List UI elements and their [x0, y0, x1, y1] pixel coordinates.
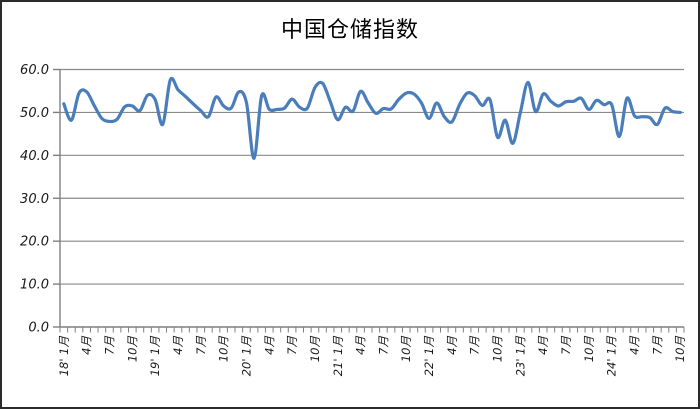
- x-tick-label: 18' 1月: [57, 336, 71, 377]
- y-tick-label: 50.0: [20, 106, 49, 121]
- x-tick-label: 10月: [673, 336, 687, 363]
- x-tick-label: 4月: [262, 336, 276, 355]
- x-tick-label: 7月: [376, 336, 390, 355]
- y-tick-label: 10.0: [20, 278, 49, 293]
- x-tick-label: 7月: [102, 336, 116, 355]
- x-tick-label: 20' 1月: [239, 336, 253, 377]
- x-tick-label: 4月: [80, 336, 94, 355]
- x-tick-label: 4月: [445, 336, 459, 355]
- x-tick-label: 10月: [491, 336, 505, 363]
- x-tick-label: 10月: [217, 336, 231, 363]
- y-tick-label: 0.0: [28, 321, 49, 336]
- x-tick-label: 7月: [194, 336, 208, 355]
- y-tick-label: 30.0: [20, 192, 49, 207]
- y-tick-label: 60.0: [20, 63, 49, 78]
- x-tick-label: 19' 1月: [148, 336, 162, 377]
- chart-title: 中国仓储指数: [280, 18, 419, 43]
- x-tick-label: 7月: [468, 336, 482, 355]
- x-tick-label: 4月: [628, 336, 642, 355]
- x-tick-label: 10月: [399, 336, 413, 363]
- x-tick-label: 10月: [125, 336, 139, 363]
- x-tick-label: 4月: [171, 336, 185, 355]
- x-tick-label: 7月: [650, 336, 664, 355]
- x-tick-label: 23' 1月: [513, 336, 527, 377]
- y-tick-label: 40.0: [20, 149, 49, 164]
- x-tick-label: 4月: [354, 336, 368, 355]
- x-tick-label: 24' 1月: [605, 336, 619, 377]
- series-line: [62, 76, 682, 160]
- y-tick-label: 20.0: [20, 235, 49, 250]
- x-tick-label: 22' 1月: [422, 336, 436, 377]
- x-tick-label: 21' 1月: [331, 336, 345, 377]
- x-tick-label: 7月: [559, 336, 573, 355]
- x-tick-label: 10月: [308, 336, 322, 363]
- x-tick-label: 4月: [536, 336, 550, 355]
- x-tick-label: 10月: [582, 336, 596, 363]
- x-tick-label: 7月: [285, 336, 299, 355]
